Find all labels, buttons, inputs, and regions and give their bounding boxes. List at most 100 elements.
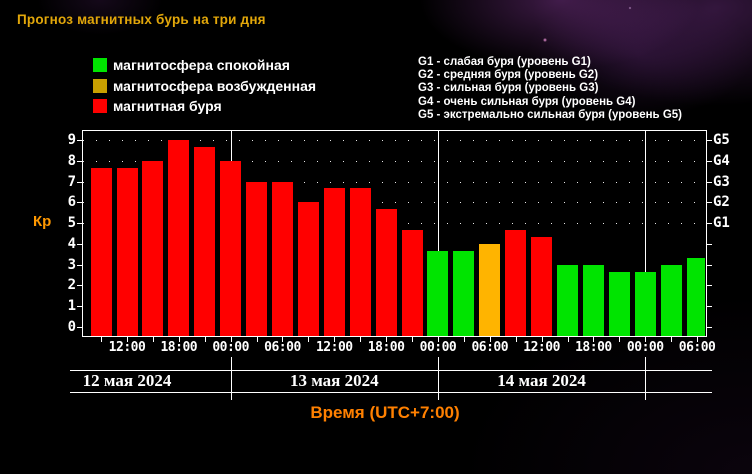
- y2-axis-tick: [707, 181, 712, 183]
- kp-bar: [479, 243, 501, 336]
- grid-line: [83, 160, 706, 162]
- kp-bar: [220, 160, 242, 336]
- kp-bar: [297, 202, 319, 336]
- x-axis-tick: [256, 337, 258, 342]
- kp-bar: [608, 271, 630, 336]
- storm-color-swatch: [93, 99, 107, 113]
- kp-bar: [401, 229, 423, 336]
- page-title: Прогноз магнитных бурь на три дня: [17, 12, 266, 27]
- storm-level-line: G2 - средняя буря (уровень G2): [418, 69, 599, 82]
- y2-axis-tick: [707, 223, 712, 225]
- kp-bar: [194, 146, 216, 336]
- grid-line: [83, 181, 706, 183]
- legend-item: магнитосфера возбужденная: [93, 77, 317, 94]
- storm-level-line: G3 - сильная буря (уровень G3): [418, 82, 599, 95]
- time-tick-label: 12:00: [315, 340, 353, 355]
- y2-axis-tick: [707, 202, 712, 204]
- y-tick-label: 8: [67, 152, 76, 169]
- quiet-color-swatch: [93, 58, 107, 72]
- x-axis-tick: [645, 337, 647, 342]
- kp-bar: [686, 257, 705, 336]
- g-level-tick-label: G4: [713, 152, 730, 169]
- kp-bar: [375, 209, 397, 336]
- time-tick-label: 06:00: [678, 340, 716, 355]
- y2-axis-tick: [707, 306, 712, 308]
- x-axis-tick: [204, 337, 206, 342]
- y2-axis-tick: [707, 243, 712, 245]
- kp-bar: [531, 237, 553, 336]
- y2-axis-tick: [707, 327, 712, 328]
- legend-item: магнитная буря: [93, 98, 316, 114]
- y-axis-tick: [77, 306, 82, 308]
- kp-bar: [90, 167, 112, 336]
- x-axis-tick: [412, 337, 414, 342]
- y-axis-tick: [77, 202, 82, 204]
- x-axis-tick: [541, 337, 543, 342]
- kp-bar: [142, 160, 164, 336]
- x-axis-tick: [489, 337, 491, 342]
- kp-bar: [323, 188, 345, 336]
- y-axis-tick: [77, 264, 82, 266]
- y-axis-tick: [77, 181, 82, 183]
- plot-area: [82, 130, 707, 337]
- time-tick-label: 00:00: [212, 340, 249, 355]
- time-tick-label: 18:00: [575, 340, 612, 355]
- kp-bar: [246, 181, 268, 336]
- y-axis-tick: [77, 139, 82, 141]
- y-tick-label: 4: [67, 235, 76, 252]
- y2-axis-tick: [707, 285, 712, 287]
- y-axis-label: Кр: [33, 213, 52, 230]
- x-axis-tick: [282, 337, 284, 342]
- storm-level-line: G4 - очень сильная буря (уровень G4): [418, 95, 636, 108]
- grid-line: [83, 139, 706, 141]
- y2-axis-tick: [707, 264, 712, 266]
- kp-bar: [453, 250, 475, 336]
- y-tick-label: 3: [67, 256, 76, 273]
- y-tick-label: 7: [67, 173, 76, 190]
- legend-item-label: магнитосфера возбужденная: [113, 77, 317, 94]
- kp-bar: [660, 264, 682, 336]
- date-label: 13 мая 2024: [289, 371, 379, 390]
- x-axis-tick: [360, 337, 362, 342]
- x-axis-tick: [671, 337, 673, 342]
- x-axis-tick: [463, 337, 465, 342]
- x-axis-tick: [230, 337, 232, 342]
- x-axis-tick: [101, 337, 103, 342]
- y2-axis-tick: [707, 160, 712, 162]
- kp-bar: [634, 271, 656, 336]
- legend-item-label: магнитосфера спокойная: [113, 57, 290, 73]
- legend-item-label: магнитная буря: [113, 98, 222, 114]
- x-axis-tick: [619, 337, 621, 342]
- time-tick-label: 18:00: [160, 340, 198, 355]
- kp-bar: [557, 264, 579, 336]
- x-axis-tick: [308, 337, 310, 342]
- time-tick-label: 06:00: [471, 340, 509, 355]
- x-axis-tick: [386, 337, 388, 342]
- grid-line: [83, 202, 706, 204]
- x-axis-tick: [593, 337, 595, 342]
- y-tick-label: 6: [67, 194, 76, 211]
- date-separator-tick: [645, 357, 647, 400]
- y-axis-tick: [77, 160, 82, 162]
- kp-bar: [427, 250, 449, 336]
- date-separator-tick: [230, 357, 232, 400]
- excited-color-swatch: [93, 78, 107, 93]
- day-separator-line: [437, 131, 439, 336]
- time-tick-label: 00:00: [419, 340, 457, 355]
- storm-level-line: G1 - слабая буря (уровень G1): [418, 56, 591, 68]
- storm-level-line: G5 - экстремально сильная буря (уровень …: [418, 108, 682, 121]
- y-tick-label: 0: [67, 319, 76, 335]
- magnetosphere-state-legend: магнитосфера спокойная магнитосфера возбу…: [93, 57, 317, 120]
- time-tick-label: 12:00: [108, 340, 146, 355]
- day-separator-line: [645, 131, 647, 336]
- date-separator-tick: [437, 357, 439, 400]
- time-tick-label: 06:00: [264, 340, 301, 355]
- x-axis-tick: [567, 337, 569, 342]
- time-tick-label: 00:00: [626, 340, 664, 355]
- x-axis-tick: [437, 337, 439, 342]
- g-level-tick-label: G5: [713, 131, 730, 148]
- kp-bar: [349, 188, 371, 336]
- x-axis-tick: [334, 337, 336, 342]
- x-axis-tick: [515, 337, 517, 342]
- x-axis-tick: [697, 337, 699, 342]
